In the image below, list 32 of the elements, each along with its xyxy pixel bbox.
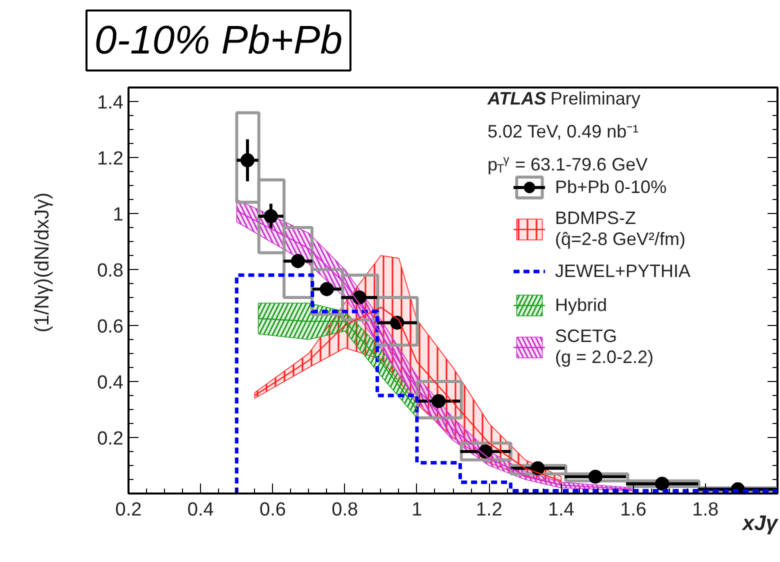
chart-title: 0-10% Pb+Pb xyxy=(94,18,342,62)
point xyxy=(655,476,670,491)
y-axis-title: (1/Nγ)(dN/dxJγ) xyxy=(32,192,54,333)
y-tick-label: 0.2 xyxy=(97,428,124,450)
point xyxy=(530,461,545,476)
x-tick-label: 0.6 xyxy=(260,500,286,520)
legend-label: JEWEL+PYTHIA xyxy=(555,260,691,282)
y-tick-label: 0.8 xyxy=(97,260,124,282)
legend-label: Pb+Pb 0-10% xyxy=(555,176,667,198)
point xyxy=(240,153,254,168)
point xyxy=(290,254,305,268)
legend-label: BDMPS-Z (q̂=2-8 GeV²/fm) xyxy=(555,208,686,250)
y-tick-label: 1 xyxy=(112,204,124,226)
x-tick-label: 0.8 xyxy=(332,500,358,520)
y-tick-label: 1.2 xyxy=(97,148,124,170)
legend-label: Hybrid xyxy=(555,294,608,316)
annotation: 5.02 TeV, 0.49 nb⁻¹ xyxy=(488,122,639,142)
x-tick-label: 1.4 xyxy=(548,500,575,520)
point xyxy=(264,209,278,224)
x-tick-label: 0.4 xyxy=(187,500,214,520)
annotation: ATLAS Preliminary xyxy=(486,88,640,108)
legend-label: SCETG (g = 2.0-2.2) xyxy=(555,326,654,368)
x-tick-label: 0.2 xyxy=(115,500,142,520)
y-tick-label: 0.6 xyxy=(97,316,124,338)
point xyxy=(588,470,602,484)
y-tick-label: 1.4 xyxy=(97,92,124,114)
x-tick-label: 1.8 xyxy=(692,500,719,520)
x-tick-label: 1 xyxy=(412,500,422,520)
y-tick-label: 0.4 xyxy=(97,372,124,394)
x-tick-label: 1.2 xyxy=(476,500,502,520)
x-axis-title: xJγ xyxy=(742,512,779,535)
x-tick-label: 1.6 xyxy=(620,500,646,520)
